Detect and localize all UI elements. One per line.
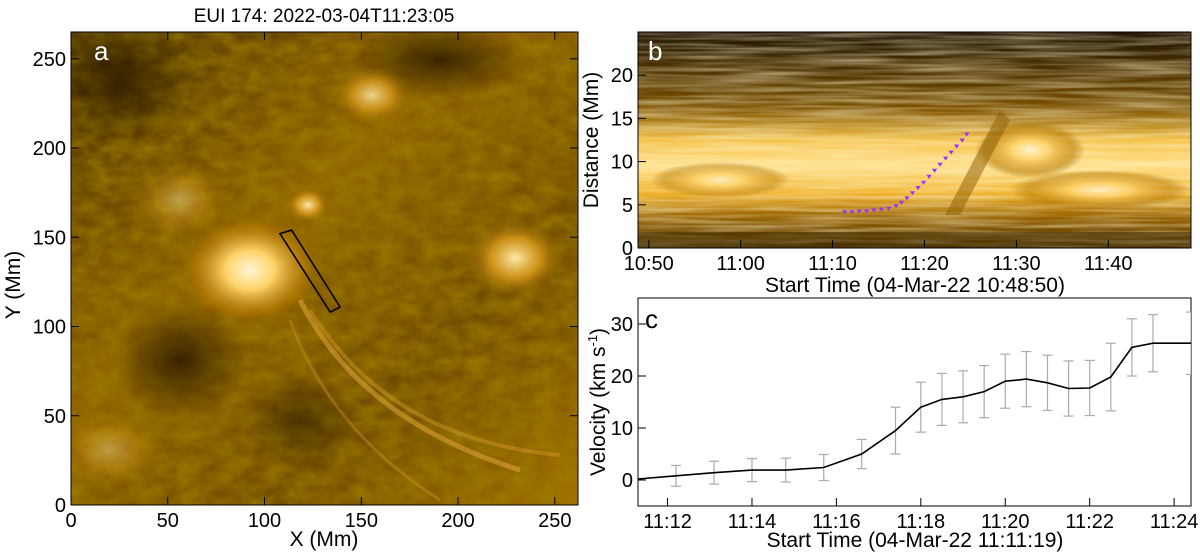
x-tick-label: 11:10 [808,253,857,275]
panel-b-frame [637,31,1192,249]
trace-point [898,200,905,205]
trace-point [849,210,855,215]
panel-b-ylabel: Distance (Mm) [580,72,603,209]
y-tick-label: 30 [611,314,633,336]
y-tick-label: 50 [44,406,66,428]
panel-a-axes: 0 50 100 150 200 250 0 50 100 150 200 250 [33,32,578,532]
trace-point [937,162,943,167]
trace-point [893,204,899,209]
panel-b-xlabel: Start Time (04-Mar-22 10:48:50) [765,274,1065,297]
panel-a-xlabel: X (Mm) [290,528,359,551]
x-tick-label: 150 [345,510,378,532]
y-tick-label: 150 [33,227,66,249]
y-tick-label: 10 [611,418,633,440]
trace-point [886,206,892,211]
trace-point [841,210,848,215]
panel-c-velocity: c 11:12 11:14 11:16 11:18 11:20 11:22 11:24 0 10… [585,297,1199,552]
x-tick-label: 10:50 [624,253,674,275]
y-tick-label: 10 [611,152,633,174]
x-tick-label: 11:18 [897,511,946,533]
y-tick-label: 0 [622,238,633,260]
trace-point [931,168,938,173]
euv-image [71,32,578,505]
x-tick-label: 50 [157,510,179,532]
x-tick-label: 11:00 [716,253,765,275]
trace-point [948,150,954,155]
x-tick-label: 11:20 [900,253,949,275]
panel-c-frame [637,297,1192,507]
y-tick-label: 100 [33,317,66,339]
panel-b-letter: b [648,36,662,66]
velocity-plot [638,311,1191,487]
panel-a-title: EUI 174: 2022-03-04T11:23:05 [194,6,455,27]
velocity-line [638,342,1191,480]
y-tick-label: 5 [622,195,633,217]
panel-c-axes: 11:12 11:14 11:16 11:18 11:20 11:22 11:24 0 10 20… [611,314,1199,533]
x-tick-label: 11:16 [812,511,861,533]
trace-point [920,180,927,185]
x-tick-label: 11:24 [1150,511,1199,533]
trace-point [863,209,870,214]
trace-point [964,132,970,137]
y-tick-label: 20 [611,65,633,87]
x-tick-label: 11:20 [981,511,1030,533]
y-tick-label: 15 [611,108,633,130]
panel-c-xlabel: Start Time (04-Mar-22 11:11:19) [767,529,1064,552]
x-tick-label: 11:30 [992,253,1041,275]
x-tick-label: 11:12 [643,511,692,533]
x-tick-label: 0 [65,510,76,532]
time-distance-map [638,32,1191,248]
panel-a-euv-image: EUI 174: 2022-03-04T11:23:05 a 0 50 100 150… [2,6,579,551]
x-tick-label: 11:40 [1084,253,1133,275]
y-tick-label: 0 [622,470,633,492]
x-tick-label: 100 [248,510,281,532]
panel-b-time-distance: b 10:50 11:00 11:10 11:20 11:30 11:40 0 5 10 15 20… [580,31,1192,297]
x-tick-label: 250 [538,510,571,532]
y-tick-label: 20 [611,366,633,388]
panel-a-ylabel: Y (Mm) [2,251,25,319]
panel-a-letter: a [94,36,109,66]
trace-point [915,186,921,191]
trace-point [904,196,910,201]
panel-c-letter: c [645,304,658,334]
trace-point [926,174,932,179]
panel-a-frame [70,31,579,506]
trace-points [841,132,970,215]
trace-point [954,144,960,149]
trace-point [871,208,877,213]
panel-b-axes: 10:50 11:00 11:10 11:20 11:30 11:40 0 5 10 15 20 [611,65,1133,275]
y-tick-label: 250 [33,49,66,71]
trace-point [909,191,916,196]
trace-point [959,138,965,143]
x-tick-label: 200 [441,510,474,532]
x-tick-label: 11:22 [1065,511,1114,533]
trace-point [878,207,884,212]
panel-c-ylabel: Velocity (km s-1) [585,328,610,476]
y-tick-label: 0 [55,495,66,517]
trace-point [856,209,862,214]
x-tick-label: 11:14 [728,511,777,533]
slit-box [278,229,342,314]
y-tick-label: 200 [33,138,66,160]
trace-point [943,156,949,161]
